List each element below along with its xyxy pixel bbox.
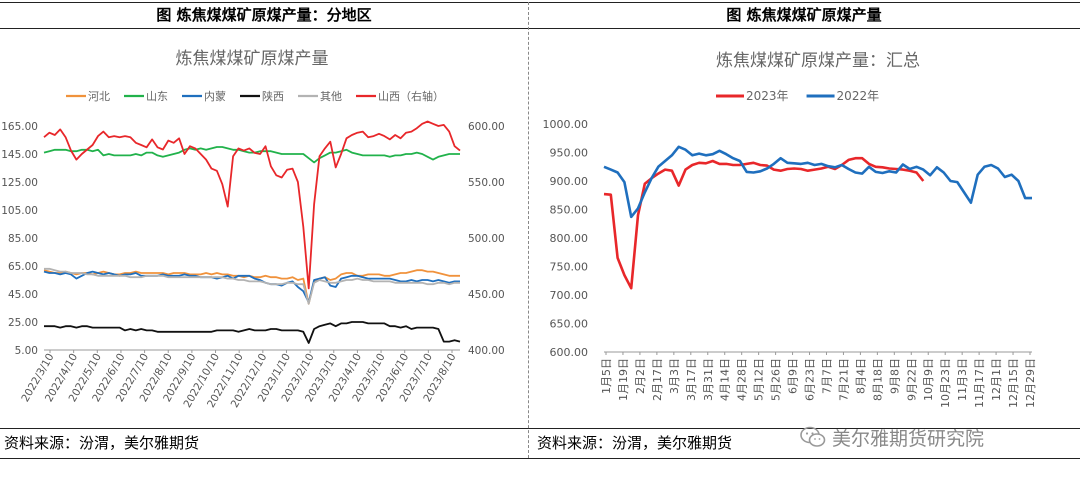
- y-tick-label: 1000.00: [543, 118, 589, 131]
- y-tick-label: 950.00: [550, 147, 589, 160]
- bottom-border: [0, 428, 1080, 429]
- legend-label-3: 陕西: [262, 89, 284, 103]
- x-tick-label: 11月17日: [973, 358, 986, 408]
- x-tick-label: 3月31日: [702, 358, 715, 401]
- y2-tick-label: 550.00: [468, 177, 505, 189]
- y-tick-label: 165.00: [1, 121, 38, 133]
- x-tick-label: 2月17日: [651, 358, 664, 401]
- x-tick-label: 10月23日: [939, 358, 952, 408]
- y-tick-label: 800.00: [550, 232, 589, 245]
- chart-title: 炼焦煤煤矿原煤产量：汇总: [716, 51, 920, 71]
- x-tick-label: 3月3日: [668, 358, 681, 394]
- series-line-0: [603, 156, 925, 290]
- left-source-note: 资料来源：汾渭，美尔雅期货: [4, 434, 200, 452]
- right-source-note: 资料来源：汾渭，美尔雅期货: [537, 434, 733, 452]
- series-line-3: [44, 321, 461, 344]
- x-tick-label: 9月22日: [905, 358, 918, 401]
- x-tick-label: 11月3日: [956, 358, 969, 401]
- right-panel-header: 图 炼焦煤煤矿原煤产量: [726, 6, 882, 24]
- legend-label-1: 2022年: [837, 89, 880, 103]
- y-tick-label: 45.00: [8, 289, 38, 301]
- x-tick-label: 10月9日: [922, 358, 935, 401]
- y2-tick-label: 600.00: [468, 121, 505, 133]
- chart-title: 炼焦煤煤矿原煤产量: [176, 49, 329, 69]
- top-border: [0, 2, 1080, 3]
- legend-label-4: 其他: [320, 90, 342, 103]
- y-tick-label: 25.00: [8, 317, 38, 329]
- y-tick-label: 700.00: [550, 289, 589, 302]
- y-tick-label: 105.00: [1, 205, 38, 217]
- series-line-4: [44, 267, 460, 305]
- x-tick-label: 5月26日: [770, 358, 783, 401]
- y-tick-label: 85.00: [8, 233, 38, 245]
- x-tick-label: 9月8日: [888, 358, 901, 394]
- x-tick-label: 8月18日: [871, 358, 884, 401]
- x-tick-label: 6月9日: [787, 358, 800, 394]
- x-tick-label: 4月14日: [719, 358, 732, 401]
- legend-label-0: 2023年: [746, 89, 789, 103]
- footer-border: [0, 458, 1080, 459]
- x-tick-label: 2月2日: [634, 358, 647, 394]
- panel-divider: [528, 2, 529, 458]
- y-tick-label: 900.00: [550, 175, 589, 188]
- x-tick-label: 1月5日: [600, 358, 613, 394]
- legend-label-5: 山西（右轴）: [378, 89, 444, 103]
- y-tick-label: 5.00: [15, 345, 38, 357]
- y2-tick-label: 400.00: [468, 345, 505, 357]
- series-line-1: [603, 145, 1032, 219]
- series-line-1: [43, 146, 460, 164]
- x-tick-label: 3月17日: [685, 358, 698, 401]
- watermark: 美尔雅期货研究院: [800, 424, 984, 450]
- left-panel-header: 图 炼焦煤煤矿原煤产量：分地区: [156, 6, 372, 24]
- y-tick-label: 650.00: [550, 318, 589, 331]
- total-production-chart: 炼焦煤煤矿原煤产量：汇总 2023年 2022年 1000.00 950.00 900.0…: [543, 51, 1038, 408]
- legend-label-2: 内蒙: [204, 89, 226, 103]
- watermark-text: 美尔雅期货研究院: [832, 427, 985, 450]
- x-tick-label: 12月1日: [990, 358, 1003, 401]
- legend-label-1: 山东: [146, 90, 168, 103]
- series-line-2: [43, 270, 460, 304]
- legend-label-0: 河北: [88, 90, 110, 103]
- x-tick-label: 5月12日: [753, 358, 766, 401]
- x-tick-label: 7月21日: [837, 358, 850, 401]
- y2-tick-label: 450.00: [468, 289, 505, 301]
- y-tick-label: 600.00: [550, 346, 589, 359]
- x-tick-label: 6月23日: [804, 358, 817, 401]
- x-tick-label: 7月7日: [820, 358, 833, 394]
- y-tick-label: 65.00: [8, 261, 38, 273]
- x-tick-label: 4月28日: [736, 358, 749, 401]
- wechat-icon: [800, 426, 826, 447]
- x-tick-label: 1月19日: [617, 358, 630, 401]
- y-tick-label: 125.00: [1, 177, 38, 189]
- x-tick-label: 12月29日: [1024, 358, 1037, 408]
- y2-tick-label: 500.00: [468, 233, 505, 245]
- x-tick-label: 8月4日: [854, 358, 867, 394]
- header-divider: [0, 28, 1080, 29]
- series-line-5: [43, 120, 461, 290]
- y-tick-label: 145.00: [1, 149, 38, 161]
- y-tick-label: 850.00: [550, 204, 589, 217]
- y-tick-label: 750.00: [550, 261, 589, 274]
- x-tick-label: 12月15日: [1007, 358, 1020, 408]
